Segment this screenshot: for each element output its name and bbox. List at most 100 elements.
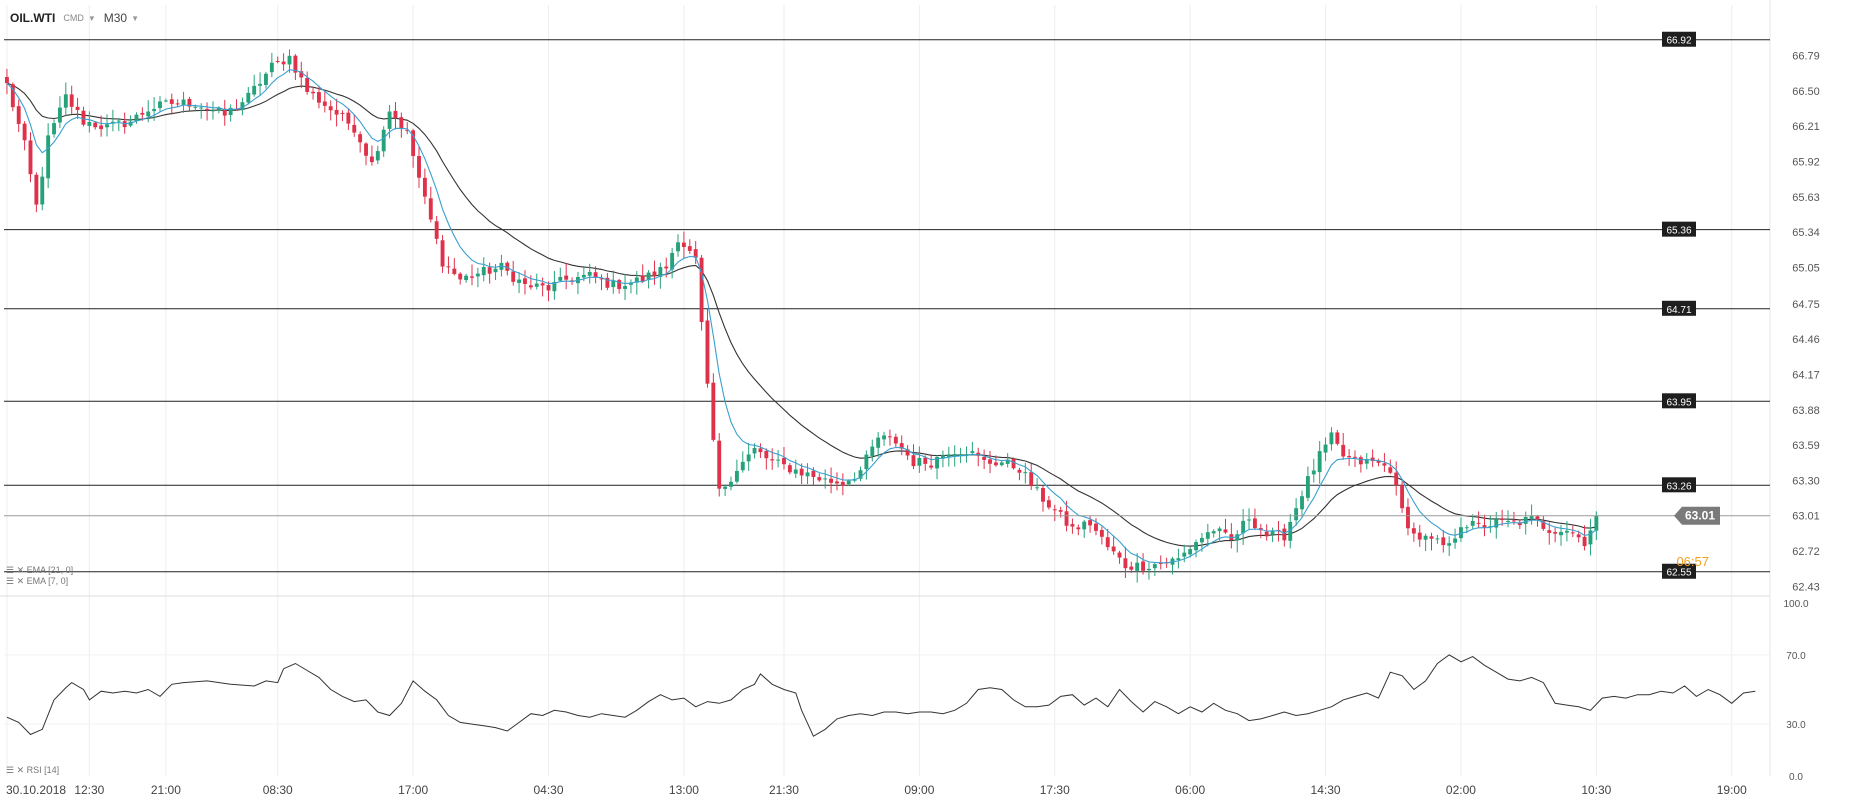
candle-body (1347, 455, 1352, 458)
candle (187, 96, 192, 111)
candle (175, 99, 180, 107)
candle-body (493, 268, 498, 273)
timeframe-chevron-down-icon[interactable]: ▼ (131, 13, 140, 23)
candle (1205, 523, 1210, 547)
candle-body (1329, 432, 1334, 445)
candle-body (87, 121, 92, 126)
candle-body (63, 94, 68, 108)
price-level-tag (1662, 393, 1696, 409)
candle (1223, 518, 1228, 534)
candle-body (1317, 451, 1322, 473)
candle (1582, 525, 1587, 551)
candle-body (311, 91, 315, 94)
price-level-tag (1662, 221, 1696, 237)
candle (917, 446, 922, 473)
candle-body (511, 271, 516, 282)
ema-7-line (6, 69, 1597, 564)
price-tick-label: 63.01 (1792, 511, 1820, 523)
price-tick-label: 62.72 (1792, 546, 1820, 558)
candle (470, 264, 474, 286)
candle-body (264, 73, 268, 85)
candle-body (228, 107, 233, 116)
candle-body (1511, 520, 1516, 522)
candle (1288, 513, 1293, 549)
candle-body (93, 122, 98, 128)
candle (1111, 535, 1116, 555)
candle-body (28, 140, 33, 175)
candle (1046, 495, 1051, 510)
candle-body (764, 450, 769, 459)
candle (858, 466, 863, 482)
candle-body (375, 151, 380, 161)
candle-body (1058, 510, 1063, 512)
candle-body (558, 276, 563, 281)
price-tick-label: 65.63 (1792, 192, 1820, 204)
candle (1417, 524, 1422, 547)
candle-body (52, 123, 56, 135)
countdown-label: 06:57 (1676, 554, 1709, 569)
candle-body (340, 112, 345, 114)
candle-body (882, 435, 886, 440)
time-tick-label: 21:30 (769, 783, 799, 797)
candle (16, 99, 21, 133)
candle-body (1176, 558, 1181, 560)
candle (440, 234, 445, 273)
candle (511, 260, 516, 286)
candle-body (146, 111, 151, 117)
candle-body (1323, 444, 1328, 453)
candle-body (175, 103, 180, 105)
time-tick-label: 19:00 (1717, 783, 1747, 797)
candle (746, 442, 751, 471)
candle-body (470, 276, 474, 278)
candle-body (752, 447, 757, 454)
candle-body (599, 278, 604, 280)
candle (116, 117, 121, 132)
candle-body (1300, 496, 1304, 510)
candle-body (1223, 529, 1228, 533)
candle-body (734, 470, 739, 482)
candle-body (16, 106, 21, 124)
candle (693, 240, 698, 265)
candle-body (1500, 518, 1505, 521)
candle (1370, 449, 1375, 468)
price-axis[interactable]: 66.79 66.50 66.21 65.92 65.63 65.34 65.05 64.75… (1792, 51, 1820, 594)
candle (446, 256, 451, 274)
candle-body (163, 100, 168, 102)
candle-body (352, 124, 357, 133)
candle-body (1353, 456, 1357, 458)
symbol-label[interactable]: OIL.WTI (10, 11, 56, 25)
candle-body (952, 454, 957, 456)
candle-body (475, 273, 480, 277)
candle-body (1470, 521, 1475, 526)
candle (587, 263, 592, 284)
candle (181, 91, 186, 113)
candle-body (1088, 520, 1093, 526)
candle (34, 172, 39, 213)
candle (734, 459, 739, 484)
time-axis: 30.10.2018 12:30 21:00 08:30 17:00 04:30 13:00… (6, 783, 1747, 797)
candle-body (305, 77, 310, 92)
candle (364, 142, 368, 166)
candle-body (534, 283, 539, 287)
price-tick-label: 63.88 (1792, 405, 1820, 417)
candle-body (1188, 549, 1193, 555)
candle-body (358, 134, 363, 143)
market-chevron-down-icon[interactable]: ▼ (87, 13, 96, 23)
candle (1459, 517, 1463, 543)
candle-body (564, 275, 569, 280)
candle-body (970, 451, 975, 453)
candle-body (693, 249, 698, 258)
candle-body (240, 102, 245, 110)
price-levels: 66.92 65.36 64.71 63.95 63.26 62.55 (4, 31, 1770, 579)
candle-body (381, 129, 386, 152)
candle-body (1453, 538, 1458, 543)
candle (1070, 518, 1075, 534)
candle-body (1576, 534, 1581, 538)
candle-body (729, 481, 733, 487)
candle-body (893, 436, 898, 444)
last-price-label: 63.01 (1685, 509, 1715, 523)
candle-body (676, 242, 680, 252)
timeframe-label[interactable]: M30 (103, 11, 128, 25)
candle-body (699, 257, 704, 322)
